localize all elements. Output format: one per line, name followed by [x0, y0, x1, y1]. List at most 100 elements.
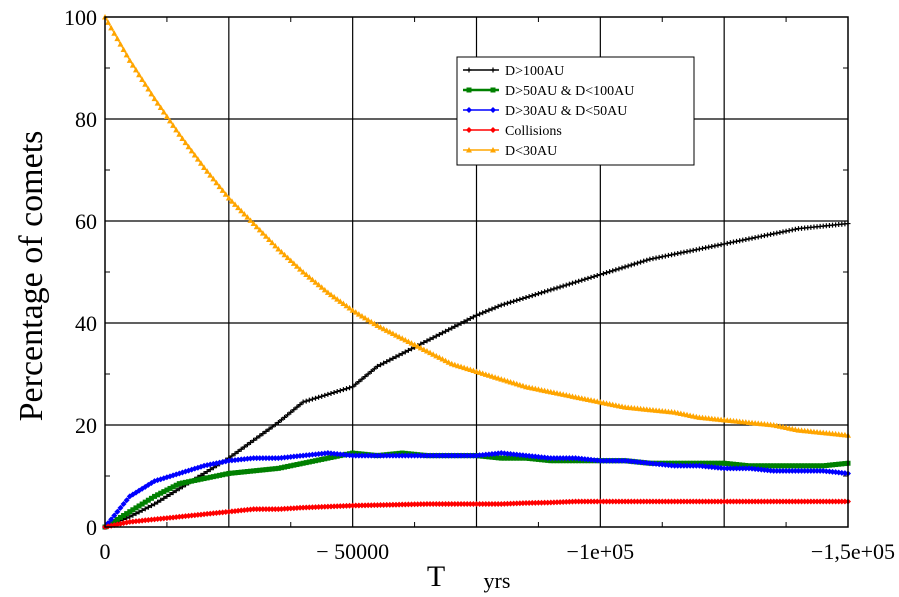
- data-point: [266, 506, 273, 513]
- data-point: [197, 160, 204, 166]
- data-point: [810, 498, 817, 505]
- data-point: [770, 498, 777, 505]
- data-point: [405, 338, 412, 344]
- data-point: [272, 506, 279, 513]
- data-point: [383, 501, 390, 508]
- data-point: [210, 175, 217, 182]
- data-point: [640, 498, 647, 505]
- data-point: [322, 456, 328, 462]
- data-point: [445, 359, 452, 365]
- data-point: [783, 463, 789, 469]
- data-point: [511, 298, 517, 304]
- data-point: [585, 275, 591, 281]
- data-point: [374, 502, 381, 509]
- y-tick-label: 40: [75, 311, 97, 336]
- data-point: [634, 260, 640, 266]
- data-point: [352, 502, 359, 509]
- data-point: [765, 232, 771, 238]
- data-point: [117, 514, 123, 520]
- data-point: [714, 498, 721, 505]
- data-point: [300, 399, 306, 405]
- data-point: [696, 498, 703, 505]
- data-point: [145, 504, 151, 510]
- data-point: [269, 466, 275, 472]
- data-point: [188, 147, 195, 154]
- data-point: [152, 501, 158, 507]
- data-point: [526, 499, 533, 506]
- data-point: [588, 498, 595, 505]
- data-point: [288, 409, 294, 415]
- data-point: [378, 362, 384, 368]
- data-point: [256, 506, 263, 513]
- data-point: [517, 296, 523, 302]
- data-point: [235, 469, 241, 475]
- data-point: [334, 296, 341, 302]
- data-point: [427, 452, 434, 459]
- data-point: [557, 455, 564, 462]
- data-point: [287, 257, 294, 264]
- data-point: [371, 320, 378, 327]
- y-tick-label: 80: [75, 107, 97, 132]
- data-point: [591, 498, 598, 505]
- legend-item: D>30AU & D<50AU: [463, 104, 627, 119]
- data-point: [331, 389, 337, 395]
- data-point: [709, 460, 715, 466]
- data-point: [773, 498, 780, 505]
- data-point: [705, 498, 712, 505]
- data-point: [612, 498, 619, 505]
- data-point: [739, 465, 746, 472]
- data-point: [157, 104, 164, 111]
- y-tick-label: 100: [64, 5, 97, 30]
- data-point: [396, 501, 403, 508]
- data-point: [306, 274, 313, 280]
- data-point: [362, 374, 368, 380]
- data-point: [674, 498, 681, 505]
- legend-item: Collisions: [463, 124, 562, 139]
- data-point: [371, 502, 378, 509]
- data-point: [278, 417, 284, 423]
- data-point: [291, 462, 297, 468]
- data-point: [114, 516, 120, 522]
- data-point: [452, 324, 458, 330]
- data-point: [155, 492, 161, 498]
- data-point: [210, 474, 216, 480]
- data-point: [739, 498, 746, 505]
- data-point: [684, 249, 690, 255]
- data-point: [269, 424, 275, 430]
- data-point: [427, 349, 434, 356]
- data-point: [514, 297, 520, 303]
- data-point: [223, 471, 229, 477]
- data-point: [733, 498, 740, 505]
- data-point: [266, 455, 273, 462]
- data-point: [297, 402, 303, 408]
- data-point: [504, 300, 510, 306]
- data-point: [399, 501, 406, 508]
- data-point: [572, 498, 579, 505]
- data-point: [678, 250, 684, 256]
- data-point: [377, 452, 384, 459]
- data-point: [606, 498, 613, 505]
- data-point: [136, 509, 142, 515]
- data-point: [569, 455, 576, 462]
- data-point: [325, 455, 331, 461]
- data-point: [786, 228, 792, 234]
- data-point: [368, 502, 375, 509]
- data-point: [219, 509, 226, 516]
- data-point: [111, 30, 118, 36]
- data-point: [609, 498, 616, 505]
- data-point: [247, 217, 254, 223]
- data-point: [176, 131, 183, 137]
- data-point: [443, 328, 449, 334]
- data-point: [792, 467, 799, 474]
- data-point: [417, 344, 424, 351]
- data-point: [259, 230, 266, 236]
- data-point: [173, 126, 180, 133]
- series-2: [102, 450, 851, 530]
- data-point: [368, 452, 375, 459]
- data-point: [294, 404, 300, 410]
- data-point: [721, 465, 728, 472]
- data-point: [260, 467, 266, 473]
- data-point: [789, 498, 796, 505]
- data-point: [319, 456, 325, 462]
